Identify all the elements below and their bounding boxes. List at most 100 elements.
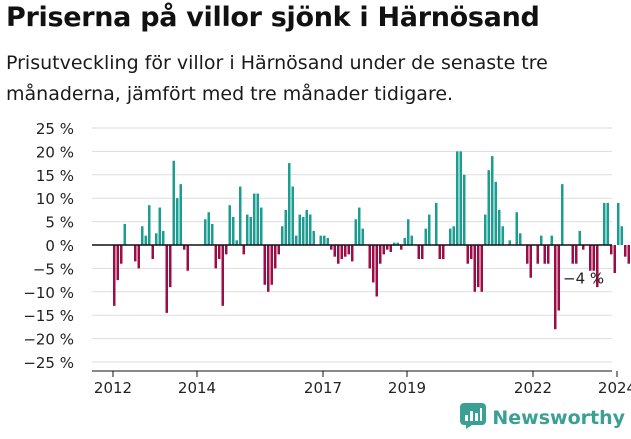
bar	[354, 219, 357, 245]
bar	[225, 245, 228, 255]
y-tick-label: 20 %	[36, 143, 74, 161]
bar	[442, 245, 445, 260]
bar	[494, 181, 497, 245]
bar	[459, 151, 462, 245]
bar	[207, 212, 210, 245]
bar	[403, 237, 406, 245]
bar	[221, 245, 224, 306]
bar	[235, 240, 238, 245]
bar	[610, 245, 613, 255]
bar	[239, 186, 242, 245]
newsworthy-brand[interactable]: Newsworthy	[460, 403, 625, 433]
bar	[543, 245, 546, 264]
y-tick-label: 5 %	[45, 214, 74, 232]
x-tick-label: 2022	[514, 379, 552, 397]
bar	[540, 235, 543, 245]
bar	[337, 245, 340, 264]
bar	[606, 202, 609, 245]
bar	[232, 216, 235, 245]
bar	[151, 245, 154, 260]
bar	[312, 230, 315, 245]
bar	[487, 170, 490, 245]
bar	[274, 245, 277, 269]
bar	[295, 235, 298, 245]
bar	[340, 245, 343, 260]
bar	[183, 245, 186, 250]
bar	[372, 245, 375, 283]
brand-name: Newsworthy	[492, 407, 625, 429]
bar	[179, 184, 182, 245]
x-tick-label: 2017	[304, 379, 342, 397]
bar	[176, 198, 179, 245]
bar	[613, 245, 616, 274]
bar	[120, 245, 123, 264]
bar	[466, 245, 469, 264]
bar	[323, 235, 326, 245]
bar	[428, 214, 431, 245]
chart-title: Priserna på villor sjönk i Härnösand	[6, 2, 540, 33]
bar	[347, 245, 350, 255]
y-tick-label: −15 %	[23, 307, 74, 325]
bar	[386, 245, 389, 250]
bar	[452, 226, 455, 245]
y-tick-label: 10 %	[36, 190, 74, 208]
y-tick-label: 15 %	[36, 167, 74, 185]
bar	[578, 230, 581, 245]
bar	[144, 235, 147, 245]
bar	[246, 214, 249, 245]
bar	[526, 245, 529, 264]
x-tick-label: 2024	[598, 379, 631, 397]
x-axis: 2012 2014 2017 2019 2022 2024	[92, 370, 631, 397]
bar	[592, 245, 595, 271]
bar	[480, 245, 483, 292]
gridlines	[92, 127, 612, 363]
bar	[596, 245, 599, 288]
bar	[400, 245, 403, 250]
bar	[477, 245, 480, 288]
bar	[284, 209, 287, 245]
bar	[389, 245, 392, 253]
bar	[449, 228, 452, 245]
bar	[148, 205, 151, 245]
y-axis-labels: 25 % 20 % 15 % 10 % 5 % 0 % −5 % −10 % −15 % −20 …	[23, 120, 74, 372]
bar	[211, 223, 214, 245]
bar	[519, 233, 522, 245]
bars	[113, 151, 630, 330]
bar	[267, 245, 270, 292]
bar	[617, 202, 620, 245]
bar	[256, 193, 259, 245]
bar	[116, 245, 119, 281]
bar	[270, 245, 273, 285]
bar	[561, 184, 564, 245]
chart-subtitle: Prisutveckling för villor i Härnösand un…	[6, 52, 548, 105]
bar	[113, 245, 116, 306]
bar	[375, 245, 378, 297]
bar	[260, 207, 263, 245]
bar	[141, 226, 144, 245]
bar	[330, 245, 333, 250]
bar	[172, 160, 175, 245]
y-tick-label: −25 %	[23, 354, 74, 372]
bar	[186, 245, 189, 271]
bar	[351, 245, 354, 262]
bar	[228, 205, 231, 245]
bar	[291, 186, 294, 245]
y-tick-label: −20 %	[23, 331, 74, 349]
bar	[333, 245, 336, 257]
bar	[298, 214, 301, 245]
x-tick-label: 2012	[94, 379, 132, 397]
bar	[155, 233, 158, 245]
newsworthy-logo-icon	[460, 403, 487, 433]
bar	[123, 223, 126, 245]
bar	[491, 156, 494, 245]
bar	[515, 212, 518, 245]
bar	[288, 163, 291, 245]
bar	[169, 245, 172, 288]
bar	[620, 226, 623, 245]
y-tick-label: 0 %	[45, 237, 74, 255]
bar	[277, 245, 280, 255]
bar	[417, 245, 420, 260]
bar	[319, 235, 322, 245]
bar	[501, 226, 504, 245]
